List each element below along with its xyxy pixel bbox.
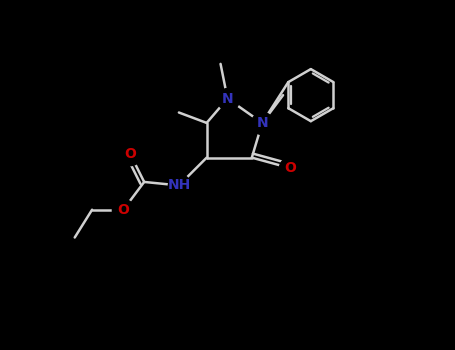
Text: NH: NH (167, 178, 191, 192)
Text: O: O (124, 147, 136, 161)
Text: N: N (222, 92, 233, 106)
Text: N: N (257, 116, 268, 130)
Text: O: O (284, 161, 296, 175)
Text: O: O (117, 203, 129, 217)
